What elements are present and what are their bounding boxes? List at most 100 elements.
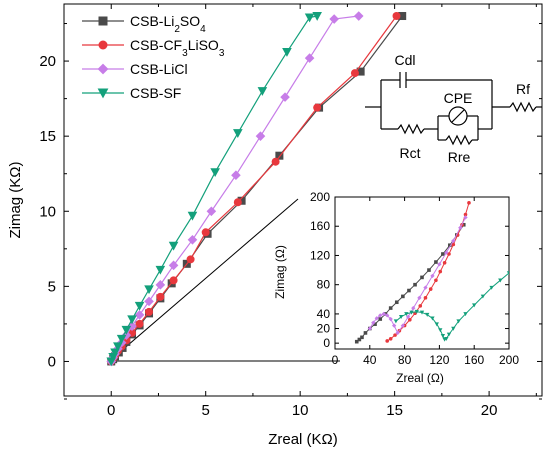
legend-label-part: 3 xyxy=(182,48,188,59)
inset-data-point xyxy=(374,316,379,321)
main-data-point xyxy=(255,131,266,141)
inset-data-point xyxy=(438,328,443,333)
legend-label-part: CSB-Li xyxy=(130,13,174,29)
legend-label-part: SO xyxy=(180,13,200,29)
legend-label-part: 3 xyxy=(219,48,225,59)
inset-data-point xyxy=(423,296,428,300)
inset-data-point xyxy=(430,273,435,279)
inset-data-point xyxy=(409,310,414,315)
main-x-tick-label: 10 xyxy=(292,402,309,419)
legend-label: CSB-Li2SO4 xyxy=(130,13,206,35)
resistor-rre xyxy=(445,134,473,146)
inset-data-point xyxy=(419,310,425,315)
legend-marker xyxy=(98,16,108,26)
inset-data-point xyxy=(385,313,390,318)
legend-label: CSB-CF3LiSO3 xyxy=(130,37,225,59)
main-data-point xyxy=(233,129,243,138)
main-data-point xyxy=(304,53,315,63)
inset-data-point xyxy=(446,332,452,337)
inset-data-point xyxy=(407,288,411,293)
inset-y-tick-label: 120 xyxy=(310,248,330,262)
inset-y-tick-label: 80 xyxy=(317,278,331,292)
inset-data-point xyxy=(458,225,463,230)
main-data-point xyxy=(127,315,137,325)
inset-data-point xyxy=(444,336,449,341)
main-data-point xyxy=(282,48,292,57)
inset-data-point xyxy=(385,339,390,343)
inset-data-point xyxy=(418,304,423,308)
inset-plot-frame xyxy=(334,196,510,350)
inset-data-point xyxy=(405,314,411,320)
main-data-point xyxy=(201,228,210,237)
inset-data-point xyxy=(451,242,456,247)
inset-data-point xyxy=(434,322,439,327)
inset-data-point xyxy=(411,305,416,311)
inset-data-point xyxy=(394,300,399,305)
main-data-point xyxy=(187,211,198,221)
main-y-tick-label: 20 xyxy=(39,53,56,70)
inset-data-point xyxy=(423,285,428,290)
inset-data-point xyxy=(434,278,438,283)
legend-label-part: CSB-LiCl xyxy=(130,61,188,77)
main-data-point xyxy=(121,325,132,335)
inset-x-tick-label: 0 xyxy=(332,353,339,367)
inset-data-point xyxy=(363,331,368,335)
inset-data-point xyxy=(367,326,372,331)
inset-data-point xyxy=(456,319,461,324)
legend-label: CSB-LiCl xyxy=(130,61,188,77)
main-data-point xyxy=(156,292,165,301)
inset-data-point xyxy=(388,316,393,322)
inset-y-tick-label: 200 xyxy=(310,190,330,204)
inset-data-point xyxy=(393,333,397,337)
main-data-point xyxy=(187,235,198,245)
inset-x-tick-label: 40 xyxy=(363,353,377,367)
legend-marker xyxy=(97,88,109,99)
main-data-point xyxy=(275,151,284,160)
label-rre: Rre xyxy=(448,149,471,165)
main-data-point xyxy=(113,342,123,352)
main-data-point xyxy=(257,87,268,96)
main-data-point xyxy=(210,168,220,178)
main-data-point xyxy=(312,12,322,21)
main-x-axis-title: Zreal (KΩ) xyxy=(268,431,338,448)
main-data-point xyxy=(168,241,179,251)
main-data-point xyxy=(144,285,154,295)
inset-data-point xyxy=(413,282,417,287)
inset-data-point xyxy=(444,250,449,255)
inset-data-point xyxy=(357,337,362,342)
inset-x-tick-label: 160 xyxy=(464,353,484,367)
main-data-point xyxy=(237,196,246,205)
main-data-point xyxy=(280,92,290,102)
main-data-point xyxy=(350,69,359,78)
inset-data-point xyxy=(442,260,447,265)
label-rf: Rf xyxy=(516,81,530,97)
main-data-point xyxy=(135,319,144,328)
inset-data-point xyxy=(480,294,486,299)
inset-series-line xyxy=(395,272,509,341)
inset-data-point xyxy=(401,294,405,299)
inset-data-point xyxy=(489,285,494,290)
inset-x-axis-title: Zreal (Ω) xyxy=(396,371,444,385)
inset-data-point xyxy=(395,330,400,336)
inset-data-point xyxy=(360,335,364,340)
main-data-point xyxy=(398,12,407,21)
inset-data-point xyxy=(373,322,377,326)
legend-label-part: 4 xyxy=(200,24,206,35)
legend-label-part: CSB-CF xyxy=(130,37,182,53)
inset-data-point xyxy=(463,212,468,217)
main-y-axis-title: Zimag (KΩ) xyxy=(7,161,24,238)
main-data-point xyxy=(116,334,127,344)
inset-x-tick-label: 200 xyxy=(499,353,519,367)
equivalent-circuit xyxy=(365,72,542,146)
zoom-connector-upper xyxy=(112,198,299,359)
main-y-tick-label: 0 xyxy=(48,353,56,370)
inset-data-point xyxy=(400,323,406,328)
inset-data-point xyxy=(425,312,430,317)
inset-data-point xyxy=(440,334,446,339)
inset-data-point xyxy=(438,269,443,274)
resistor-rf xyxy=(509,101,537,113)
inset-x-tick-label: 120 xyxy=(429,353,449,367)
